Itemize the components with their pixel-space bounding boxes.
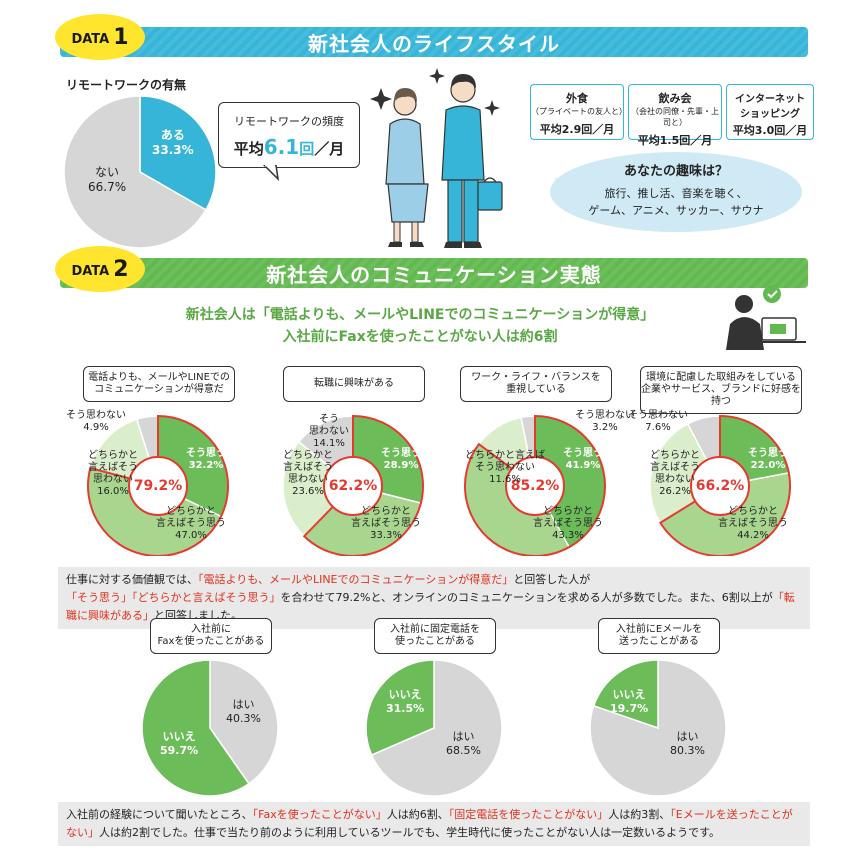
pie-slice-yes — [209, 659, 279, 785]
headline: 新社会人は「電話よりも、メールやLINEでのコミュニケーションが得意」 入社前に… — [185, 307, 655, 345]
remote-yes-label: ある 33.3% — [152, 128, 194, 157]
tool-question-box: 入社前に Faxを使ったことがある — [150, 618, 272, 654]
label-somewhat-disagree: どちらかと 言えばそう 思わない 26.2% — [650, 450, 700, 497]
question-pie-1: 電話よりも、メールやLINEでの コミュニケーションが得意だ 79.2% そう思う 32… — [58, 366, 258, 556]
remote-pie — [63, 95, 217, 249]
pie-slice-somewhat-disagree — [649, 422, 721, 524]
question-pie-2: 転職に興味がある 62.2% そう思う 28.9% どちらかと 言えばそう思う 33.3% ど… — [253, 366, 453, 556]
label-disagree: そう思わない 7.6% — [628, 410, 688, 433]
tool-pie-svg — [141, 659, 279, 797]
business-people-illustration — [370, 68, 503, 248]
monthly-box-shopping: インターネット ショッピング 平均3.0回／月 — [726, 84, 814, 140]
monthly-box-dining: 外食 （プライベートの友人と） 平均2.9回／月 — [530, 84, 627, 140]
question-box: ワーク・ライフ・バランスを 重視している — [460, 366, 612, 402]
question-box: 環境に配慮した取組みをしている 企業やサービス、ブランドに好感を持つ — [640, 366, 802, 414]
label-somewhat-disagree: どちらかと 言えばそう 思わない 16.0% — [88, 450, 138, 497]
label-agree: そう思う 32.2% — [186, 448, 226, 471]
pie-slice-yes — [370, 659, 503, 797]
pie-slice-no — [63, 95, 207, 249]
tool-pie-2: 入社前に固定電話を 使ったことがあるはい 68.5% いいえ 31.5% — [364, 618, 504, 802]
data2-tag: DATA 2 — [55, 246, 145, 292]
data1-tag: DATA 1 — [55, 14, 145, 60]
positive-total: 85.2% — [505, 456, 565, 516]
pie-slice-no — [592, 659, 659, 730]
label-somewhat-agree: どちらかと 言えばそう思う 43.3% — [533, 506, 603, 541]
freq-title: リモートワークの頻度 — [234, 115, 344, 128]
tag-number: 1 — [113, 24, 129, 50]
label-no: いいえ 19.7% — [610, 688, 649, 715]
tool-pie-3: 入社前にEメールを 送ったことがあるはい 80.3% いいえ 19.7% — [588, 618, 728, 802]
positive-total-outline — [659, 414, 791, 556]
positive-total-outline — [302, 414, 424, 556]
positive-total-outline — [87, 414, 229, 556]
tool-question-box: 入社前にEメールを 送ったことがある — [598, 618, 720, 654]
tag-prefix: DATA — [71, 31, 110, 47]
speech-tail — [262, 165, 280, 181]
section1-title-banner: 新社会人のライフスタイル — [60, 27, 808, 57]
label-agree: そう思う 28.9% — [381, 448, 421, 471]
pie-slice-somewhat-disagree — [282, 440, 355, 538]
label-no: いいえ 59.7% — [160, 730, 199, 757]
tool-pie-svg — [589, 659, 727, 797]
pie-slice-no — [365, 659, 435, 756]
positive-total-outline — [464, 414, 606, 556]
label-disagree: そう思わない 4.9% — [66, 410, 126, 433]
question-box: 電話よりも、メールやLINEでの コミュニケーションが得意だ — [83, 366, 235, 402]
tool-pie-svg — [365, 659, 503, 797]
label-yes: はい 40.3% — [226, 698, 261, 725]
positive-total: 66.2% — [690, 456, 750, 516]
label-somewhat-disagree: どちらかと 言えばそう 思わない 23.6% — [283, 450, 333, 497]
tool-pie-1: 入社前に Faxを使ったことがあるはい 40.3% いいえ 59.7% — [140, 618, 280, 802]
remote-title: リモートワークの有無 — [66, 78, 187, 92]
laptop-person-illustration — [726, 285, 806, 350]
question-pie-3: ワーク・ライフ・バランスを 重視している 85.2% そう思う 41.9% どちらかと 言え… — [435, 366, 635, 556]
tool-question-box: 入社前に固定電話を 使ったことがある — [374, 618, 496, 654]
remote-frequency-box: リモートワークの頻度 平均6.1回／月 — [218, 102, 360, 168]
pie-slice-yes — [139, 95, 217, 211]
positive-total: 79.2% — [128, 456, 188, 516]
label-disagree: そう 思わない 14.1% — [309, 414, 349, 449]
monthly-box-drinking: 飲み会 （会社の同僚・先輩・上司と） 平均1.5回／月 — [628, 84, 722, 147]
label-no: いいえ 31.5% — [386, 688, 425, 715]
hobby-text: あなたの趣味は？ 旅行、推し活、音楽を聴く、 ゲーム、アニメ、サッカー、サウナ — [588, 164, 764, 217]
label-somewhat-agree: どちらかと 言えばそう思う 47.0% — [156, 506, 226, 541]
label-yes: はい 80.3% — [670, 730, 705, 757]
tag-prefix: DATA — [71, 263, 110, 279]
label-somewhat-agree: どちらかと 言えばそう思う 33.3% — [351, 506, 421, 541]
question-box: 転職に興味がある — [283, 366, 425, 402]
label-agree: そう思う 22.0% — [748, 448, 788, 471]
label-yes: はい 68.5% — [446, 730, 481, 757]
remote-no-label: ない 66.7% — [88, 165, 127, 194]
section2-title: 新社会人のコミュニケーション実態 — [266, 262, 602, 287]
positive-total: 62.2% — [323, 456, 383, 516]
label-somewhat-disagree: どちらかと言えば そう思わない 11.6% — [465, 450, 545, 485]
label-disagree: そう思わない 3.2% — [575, 410, 635, 433]
tag-number: 2 — [113, 256, 129, 282]
label-somewhat-agree: どちらかと 言えばそう思う 44.2% — [718, 506, 788, 541]
pie-slice-no — [141, 659, 250, 797]
section2-title-banner: 新社会人のコミュニケーション実態 — [60, 258, 808, 288]
section1-title: 新社会人のライフスタイル — [308, 31, 560, 56]
hobby-cloud — [550, 152, 802, 232]
label-agree: そう思う 41.9% — [563, 448, 603, 471]
freq-value: 平均6.1回／月 — [233, 135, 345, 159]
note-experience: 入社前の経験について聞いたところ、「Faxを使ったことがない」人は約6割、「固定… — [58, 802, 810, 846]
question-pie-4: 環境に配慮した取組みをしている 企業やサービス、ブランドに好感を持つ 66.2% そう… — [620, 366, 820, 556]
question-pie-svg — [282, 414, 424, 556]
